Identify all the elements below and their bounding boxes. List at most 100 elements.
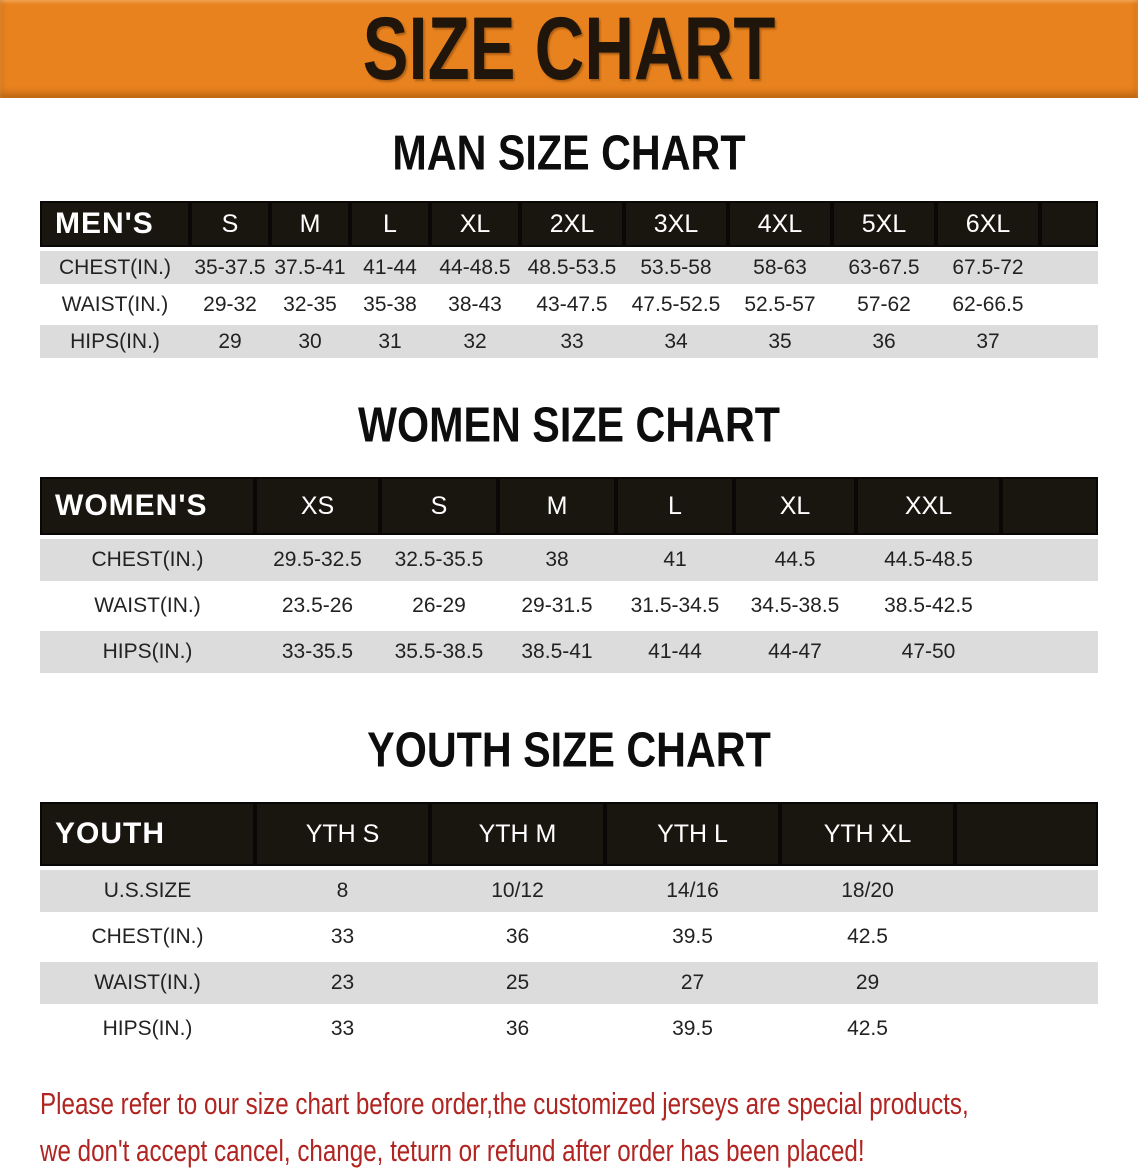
measurement-value: 38-43 (430, 288, 520, 325)
measurement-value: 39.5 (605, 916, 780, 962)
row-label: CHEST(IN.) (40, 916, 255, 962)
measurement-row: CHEST(IN.) 29.5-32.5 32.5-35.5 38 41 44.5 44.5… (40, 539, 1098, 585)
measurement-value: 33-35.5 (255, 631, 380, 677)
size-column-header: L (350, 201, 430, 251)
youth-size-chart-section: YOUTH SIZE CHART YOUTH YTH S YTH M YTH L YTH… (0, 723, 1138, 1054)
measurement-value: 36 (430, 916, 605, 962)
measurement-value: 35-37.5 (190, 251, 270, 288)
measurement-value: 29 (190, 325, 270, 362)
filler-cell (1001, 631, 1098, 677)
measurement-value: 18/20 (780, 870, 955, 916)
filler-cell (955, 962, 1098, 1008)
measurement-value: 41-44 (350, 251, 430, 288)
size-column-header: XXL (856, 477, 1001, 539)
measurement-value: 43-47.5 (520, 288, 624, 325)
measurement-value: 36 (430, 1008, 605, 1054)
size-column-header: L (616, 477, 734, 539)
measurement-row: HIPS(IN.) 33 36 39.5 42.5 (40, 1008, 1098, 1054)
measurement-value: 36 (832, 325, 936, 362)
measurement-row: WAIST(IN.) 29-32 32-35 35-38 38-43 43-47.5 47.… (40, 288, 1098, 325)
measurement-value: 44.5-48.5 (856, 539, 1001, 585)
measurement-value: 35.5-38.5 (380, 631, 498, 677)
measurement-value: 34.5-38.5 (734, 585, 856, 631)
note-line-1: Please refer to our size chart before or… (40, 1086, 969, 1121)
filler-cell (955, 916, 1098, 962)
note-line-2: we don't accept cancel, change, teturn o… (40, 1133, 865, 1168)
measurement-value: 52.5-57 (728, 288, 832, 325)
filler-cell (1040, 325, 1098, 362)
measurement-value: 44-48.5 (430, 251, 520, 288)
men-header-row: MEN'S S M L XL 2XL 3XL 4XL 5XL 6XL (40, 201, 1098, 251)
row-label: CHEST(IN.) (40, 251, 190, 288)
size-column-header: YTH XL (780, 802, 955, 870)
measurement-value: 31.5-34.5 (616, 585, 734, 631)
man-chart-title: MAN SIZE CHART (392, 126, 746, 181)
measurement-value: 42.5 (780, 1008, 955, 1054)
filler-cell (1001, 477, 1098, 539)
measurement-value: 26-29 (380, 585, 498, 631)
measurement-value: 41-44 (616, 631, 734, 677)
filler-cell (1001, 539, 1098, 585)
size-column-header: 4XL (728, 201, 832, 251)
size-column-header: 2XL (520, 201, 624, 251)
measurement-value: 34 (624, 325, 728, 362)
measurement-value: 48.5-53.5 (520, 251, 624, 288)
measurement-value: 38.5-41 (498, 631, 616, 677)
youth-chart-title: YOUTH SIZE CHART (367, 723, 771, 778)
measurement-value: 31 (350, 325, 430, 362)
measurement-value: 23.5-26 (255, 585, 380, 631)
size-column-header: M (270, 201, 350, 251)
measurement-row: WAIST(IN.) 23 25 27 29 (40, 962, 1098, 1008)
measurement-value: 33 (255, 916, 430, 962)
measurement-value: 47.5-52.5 (624, 288, 728, 325)
measurement-value: 25 (430, 962, 605, 1008)
filler-cell (1040, 201, 1098, 251)
measurement-row: HIPS(IN.) 33-35.5 35.5-38.5 38.5-41 41-44 44-… (40, 631, 1098, 677)
man-size-chart-section: MAN SIZE CHART MEN'S S M L XL 2XL 3XL 4XL 5XL 6XL… (0, 126, 1138, 362)
measurement-value: 29 (780, 962, 955, 1008)
measurement-value: 39.5 (605, 1008, 780, 1054)
measurement-value: 10/12 (430, 870, 605, 916)
measurement-value: 32.5-35.5 (380, 539, 498, 585)
measurement-row: CHEST(IN.) 35-37.5 37.5-41 41-44 44-48.5 48.5… (40, 251, 1098, 288)
measurement-value: 35-38 (350, 288, 430, 325)
women-header-label: WOMEN'S (40, 477, 255, 539)
women-chart-title: WOMEN SIZE CHART (358, 398, 780, 453)
measurement-value: 37.5-41 (270, 251, 350, 288)
size-column-header: 6XL (936, 201, 1040, 251)
measurement-value: 63-67.5 (832, 251, 936, 288)
measurement-value: 29-31.5 (498, 585, 616, 631)
filler-cell (1040, 288, 1098, 325)
size-column-header: S (190, 201, 270, 251)
measurement-value: 38 (498, 539, 616, 585)
row-label: CHEST(IN.) (40, 539, 255, 585)
measurement-value: 8 (255, 870, 430, 916)
measurement-value: 47-50 (856, 631, 1001, 677)
measurement-value: 23 (255, 962, 430, 1008)
measurement-value: 44.5 (734, 539, 856, 585)
size-column-header: M (498, 477, 616, 539)
men-header-label: MEN'S (40, 201, 190, 251)
filler-cell (1001, 585, 1098, 631)
measurement-row: CHEST(IN.) 33 36 39.5 42.5 (40, 916, 1098, 962)
size-column-header: 5XL (832, 201, 936, 251)
size-chart-banner: SIZE CHART (0, 0, 1138, 98)
size-column-header: XS (255, 477, 380, 539)
measurement-value: 53.5-58 (624, 251, 728, 288)
size-column-header: YTH L (605, 802, 780, 870)
row-label: HIPS(IN.) (40, 1008, 255, 1054)
size-column-header: XL (734, 477, 856, 539)
row-label: WAIST(IN.) (40, 288, 190, 325)
size-column-header: 3XL (624, 201, 728, 251)
youth-header-label: YOUTH (40, 802, 255, 870)
youth-size-table: YOUTH YTH S YTH M YTH L YTH XL U.S.SIZE 8 10/12… (40, 802, 1098, 1054)
measurement-value: 27 (605, 962, 780, 1008)
measurement-row: U.S.SIZE 8 10/12 14/16 18/20 (40, 870, 1098, 916)
measurement-value: 32-35 (270, 288, 350, 325)
measurement-row: WAIST(IN.) 23.5-26 26-29 29-31.5 31.5-34.5 34… (40, 585, 1098, 631)
women-size-chart-section: WOMEN SIZE CHART WOMEN'S XS S M L XL XXL CHEST(… (0, 398, 1138, 677)
measurement-value: 29-32 (190, 288, 270, 325)
measurement-row: HIPS(IN.) 29 30 31 32 33 34 35 36 37 (40, 325, 1098, 362)
row-label: WAIST(IN.) (40, 962, 255, 1008)
women-size-table: WOMEN'S XS S M L XL XXL CHEST(IN.) 29.5-32.5 32.5… (40, 477, 1098, 677)
